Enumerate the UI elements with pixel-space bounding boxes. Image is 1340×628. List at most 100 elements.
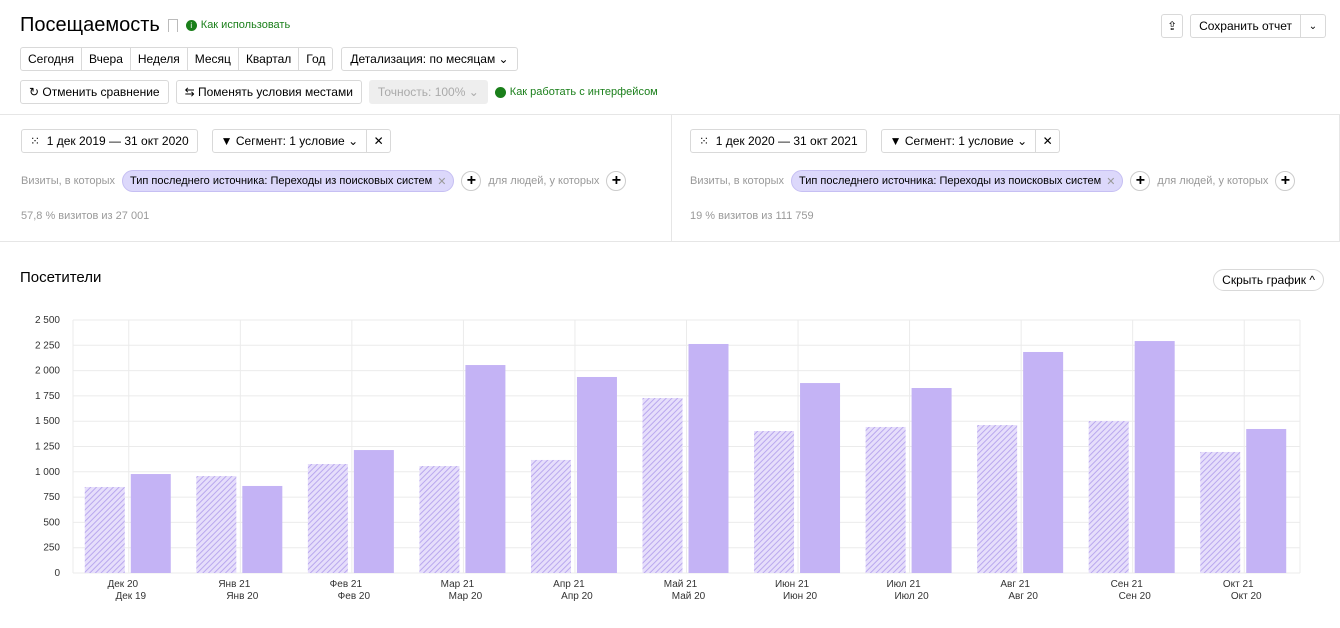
bar-hatched <box>530 459 571 573</box>
period-selector: Сегодня Вчера Неделя Месяц Квартал Год <box>20 47 334 71</box>
hide-chart-button[interactable]: Скрыть график ^ <box>1213 269 1324 291</box>
leaf-icon <box>494 86 506 98</box>
bar-solid <box>1134 341 1175 573</box>
y-tick-label: 750 <box>43 492 60 503</box>
bar-hatched <box>307 464 348 573</box>
bar-hatched <box>865 426 906 573</box>
add-visit-condition-button[interactable]: + <box>1130 171 1151 191</box>
page-title: Посещаемость <box>20 13 160 36</box>
date-range-button[interactable]: ⁙ 1 дек 2020 — 31 окт 2021 <box>690 129 867 153</box>
bookmark-icon[interactable] <box>167 18 178 32</box>
bar-solid <box>130 474 171 573</box>
bar-solid <box>353 450 394 573</box>
segment-panel-2: ⁙ 1 дек 2020 — 31 окт 2021 ▼ Сегмент: 1 … <box>672 114 1340 242</box>
bar-hatched <box>196 476 237 573</box>
segment-dropdown[interactable]: ▼ Сегмент: 1 условие ⌄ <box>880 129 1037 153</box>
info-icon: i <box>185 19 197 31</box>
segment-controls: ⁙ 1 дек 2020 — 31 окт 2021 ▼ Сегмент: 1 … <box>690 129 1061 153</box>
chart-title: Посетители <box>20 269 102 286</box>
x-tick-label-compare: Фев 20 <box>338 591 371 602</box>
add-visit-condition-button[interactable]: + <box>461 171 482 191</box>
bar-solid <box>242 485 283 573</box>
x-tick-label: Янв 21 <box>218 579 250 590</box>
cancel-compare-button[interactable]: ↻ Отменить сравнение <box>20 80 169 104</box>
bar-solid <box>800 383 841 573</box>
x-tick-label-compare: Янв 20 <box>226 591 258 602</box>
swap-label: Поменять условия местами <box>197 85 353 99</box>
segment-remove-button[interactable]: ✕ <box>367 129 392 153</box>
interface-help-label: Как работать с интерфейсом <box>509 86 658 98</box>
period-yesterday[interactable]: Вчера <box>82 48 131 70</box>
report-actions: ⇪ Сохранить отчет ⌄ <box>1161 14 1326 38</box>
detail-dropdown[interactable]: Детализация: по месяцам ⌄ <box>341 47 518 71</box>
close-icon[interactable]: ✕ <box>1106 175 1116 188</box>
period-quarter[interactable]: Квартал <box>239 48 300 70</box>
help-link[interactable]: i Как использовать <box>185 19 291 31</box>
segment-label: Сегмент: 1 условие <box>235 134 345 148</box>
x-tick-label-compare: Мар 20 <box>449 591 483 602</box>
interface-help-link[interactable]: Как работать с интерфейсом <box>494 86 658 98</box>
condition-chip[interactable]: Тип последнего источника: Переходы из по… <box>791 170 1124 192</box>
condition-row: Визиты, в которых Тип последнего источни… <box>690 170 1296 192</box>
x-tick-label: Июл 21 <box>886 579 921 590</box>
condition-label: Тип последнего источника: Переходы из по… <box>130 175 433 187</box>
period-month[interactable]: Месяц <box>188 48 239 70</box>
y-tick-label: 2 500 <box>35 315 60 326</box>
bar-hatched <box>1200 451 1241 573</box>
save-options-dropdown[interactable]: ⌄ <box>1301 14 1326 38</box>
x-tick-label: Сен 21 <box>1111 579 1144 590</box>
period-week[interactable]: Неделя <box>131 48 188 70</box>
segment-panel-1: ⁙ 1 дек 2019 — 31 окт 2020 ▼ Сегмент: 1 … <box>0 114 672 242</box>
bar-solid <box>576 376 617 573</box>
accuracy-label: Точность: 100% <box>377 85 466 99</box>
date-range-label: 1 дек 2020 — 31 окт 2021 <box>715 134 858 148</box>
period-today[interactable]: Сегодня <box>21 48 82 70</box>
period-year[interactable]: Год <box>306 52 326 66</box>
segment-remove-button[interactable]: ✕ <box>1036 129 1061 153</box>
condition-label: Тип последнего источника: Переходы из по… <box>799 175 1102 187</box>
bar-hatched <box>1088 420 1129 573</box>
x-tick-label-compare: Апр 20 <box>561 591 593 602</box>
x-tick-label: Июн 21 <box>775 579 810 590</box>
add-people-condition-button[interactable]: + <box>1275 171 1296 191</box>
cancel-compare-label: Отменить сравнение <box>42 85 160 99</box>
x-tick-label-compare: Июл 20 <box>894 591 929 602</box>
export-button[interactable]: ⇪ <box>1161 14 1184 38</box>
y-tick-label: 1 500 <box>35 416 60 427</box>
x-tick-label-compare: Окт 20 <box>1231 591 1262 602</box>
x-tick-label: Дек 20 <box>107 579 138 590</box>
accuracy-dropdown[interactable]: Точность: 100% ⌄ <box>368 80 488 104</box>
segment-stat: 57,8 % визитов из 27 001 <box>21 210 150 222</box>
bar-hatched <box>977 425 1018 573</box>
x-tick-label-compare: Сен 20 <box>1119 591 1152 602</box>
bar-solid <box>911 388 952 573</box>
swap-icon: ⇆ <box>184 85 198 99</box>
visitors-chart: 0 250 500 750 1 000 1 250 1 500 1 750 2 000 2 250… <box>35 315 1301 602</box>
detail-label: Детализация: по месяцам <box>350 52 496 66</box>
visits-label: Визиты, в которых <box>690 175 784 187</box>
segment-stat: 19 % визитов из 111 759 <box>690 210 814 222</box>
x-tick-label: Май 21 <box>664 579 698 590</box>
bar-hatched <box>754 431 795 573</box>
save-report-button[interactable]: Сохранить отчет <box>1190 14 1301 38</box>
y-tick-label: 1 250 <box>35 442 60 453</box>
x-tick-label: Окт 21 <box>1223 579 1254 590</box>
bar-hatched <box>642 398 683 573</box>
swap-conditions-button[interactable]: ⇆ Поменять условия местами <box>175 80 362 104</box>
x-tick-label-compare: Авг 20 <box>1008 591 1038 602</box>
people-label: для людей, у которых <box>1157 175 1269 187</box>
y-tick-label: 2 000 <box>35 366 60 377</box>
bar-solid <box>1246 428 1287 573</box>
y-tick-label: 250 <box>43 543 60 554</box>
hide-chart-wrap: Скрыть график ^ <box>1213 269 1324 291</box>
y-tick-label: 1 750 <box>35 391 60 402</box>
period-row: Сегодня Вчера Неделя Месяц Квартал Год Д… <box>20 47 518 71</box>
close-icon[interactable]: ✕ <box>437 175 447 188</box>
x-tick-label: Фев 21 <box>330 579 363 590</box>
calendar-icon: ⁙ <box>30 134 47 148</box>
help-link-label: Как использовать <box>200 19 291 31</box>
add-people-condition-button[interactable]: + <box>606 171 627 191</box>
date-range-button[interactable]: ⁙ 1 дек 2019 — 31 окт 2020 <box>21 129 198 153</box>
segment-dropdown[interactable]: ▼ Сегмент: 1 условие ⌄ <box>211 129 368 153</box>
condition-chip[interactable]: Тип последнего источника: Переходы из по… <box>122 170 455 192</box>
